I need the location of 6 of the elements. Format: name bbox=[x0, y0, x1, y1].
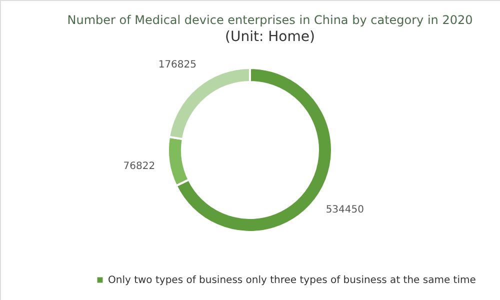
chart-title: Number of Medical device enterprises in China by category in 2020 bbox=[67, 13, 473, 27]
data-label: 176825 bbox=[158, 60, 197, 71]
chart-subtitle: (Unit: Home) bbox=[225, 29, 315, 45]
data-label: 534450 bbox=[326, 204, 364, 216]
data-label: 76822 bbox=[123, 161, 156, 172]
legend-label: Only two types of business only three types of business at the same time bbox=[108, 275, 476, 286]
